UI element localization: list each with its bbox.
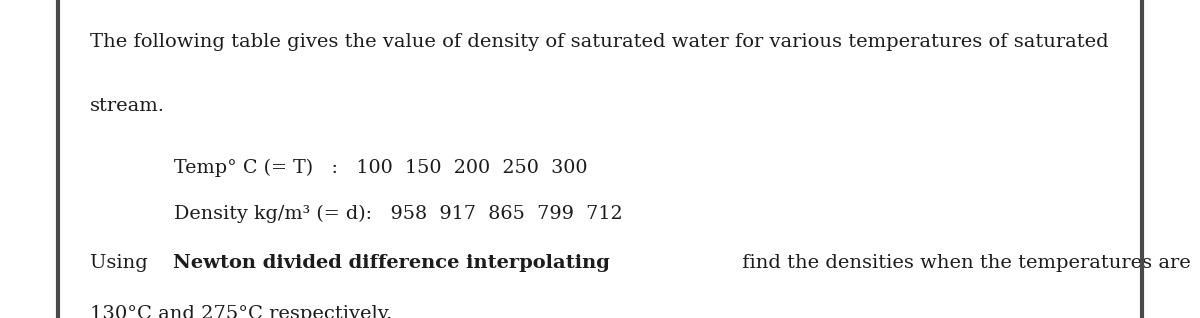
Text: Newton divided difference interpolating: Newton divided difference interpolating [173, 254, 610, 273]
Text: find the densities when the temperatures are: find the densities when the temperatures… [737, 254, 1192, 273]
Text: The following table gives the value of density of saturated water for various te: The following table gives the value of d… [90, 33, 1109, 52]
Text: Using: Using [90, 254, 154, 273]
Text: 130°C and 275°C respectively.: 130°C and 275°C respectively. [90, 305, 392, 318]
Text: Density kg/m³ (= d):   958  917  865  799  712: Density kg/m³ (= d): 958 917 865 799 712 [174, 205, 623, 223]
Text: stream.: stream. [90, 97, 166, 115]
Text: Temp° C (= T)   :   100  150  200  250  300: Temp° C (= T) : 100 150 200 250 300 [174, 159, 588, 177]
